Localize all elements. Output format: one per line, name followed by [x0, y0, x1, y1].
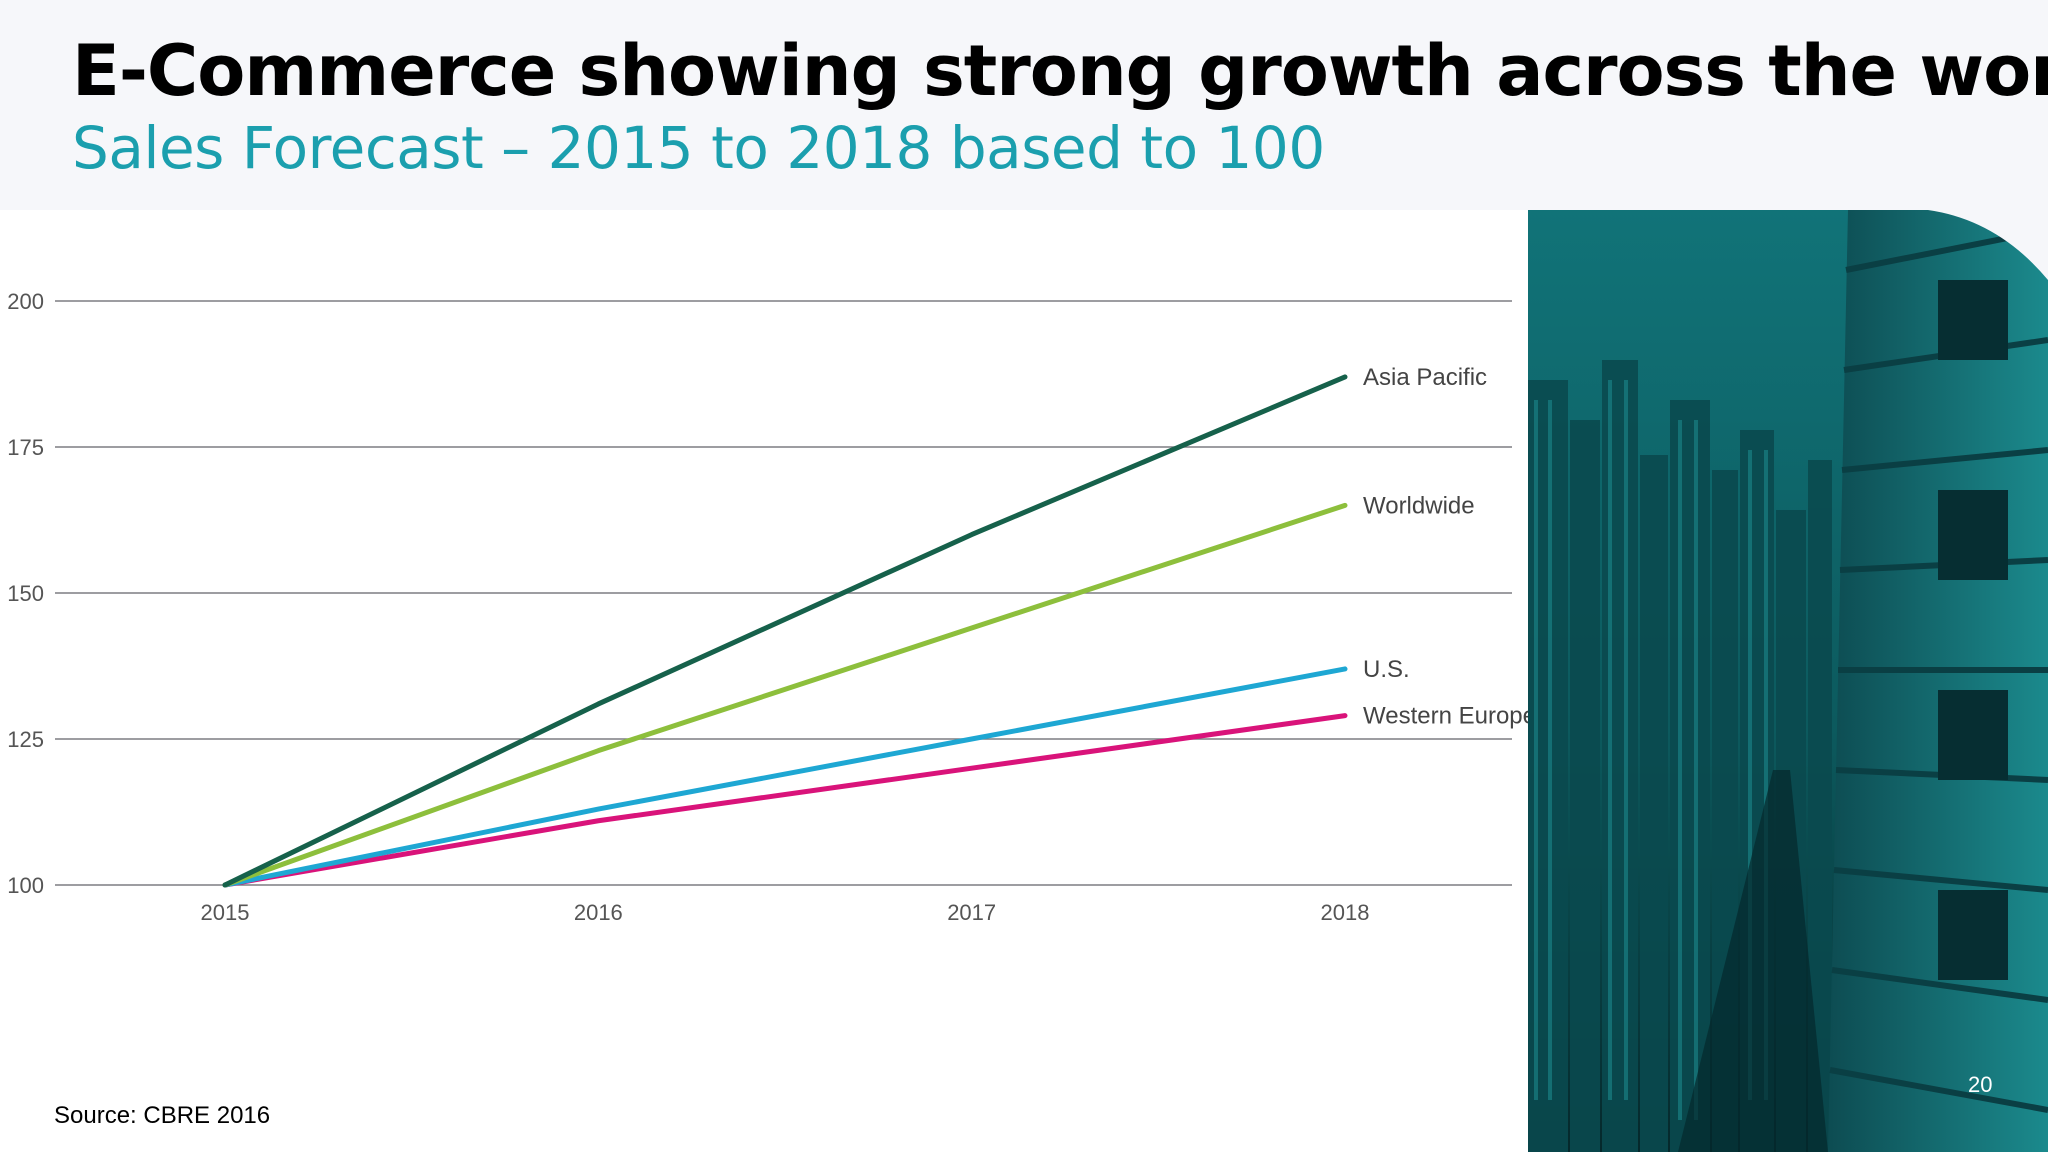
slide-title: E-Commerce showing strong growth across …	[72, 30, 2048, 112]
y-tick-label: 125	[7, 727, 44, 752]
growth-line-chart: 100 125 150 175 200 2015 2016 2017 2018 Asia Paci…	[7, 289, 1528, 925]
series-label: U.S.	[1363, 656, 1410, 683]
series-label: Asia Pacific	[1363, 364, 1487, 391]
page-number: 20	[1968, 1072, 1993, 1097]
source-note: Source: CBRE 2016	[54, 1102, 271, 1129]
x-tick-label: 2016	[574, 900, 623, 925]
x-tick-label: 2015	[201, 900, 250, 925]
city-skyline-photo	[1528, 210, 2048, 1152]
y-tick-label: 200	[7, 289, 44, 314]
series-label: Worldwide	[1363, 492, 1475, 519]
y-tick-label: 100	[7, 873, 44, 898]
slide-subtitle: Sales Forecast – 2015 to 2018 based to 1…	[72, 114, 1325, 182]
series-line-0	[222, 374, 1348, 888]
x-tick-label: 2018	[1321, 900, 1370, 925]
y-tick-label: 150	[7, 581, 44, 606]
series-line-3	[222, 713, 1348, 888]
x-tick-label: 2017	[947, 900, 996, 925]
series-line-1	[222, 502, 1348, 888]
series-line-2	[222, 666, 1348, 888]
slide-header: E-Commerce showing strong growth across …	[0, 0, 2048, 210]
series-label: Western Europe	[1363, 703, 1528, 730]
y-tick-label: 175	[7, 435, 44, 460]
